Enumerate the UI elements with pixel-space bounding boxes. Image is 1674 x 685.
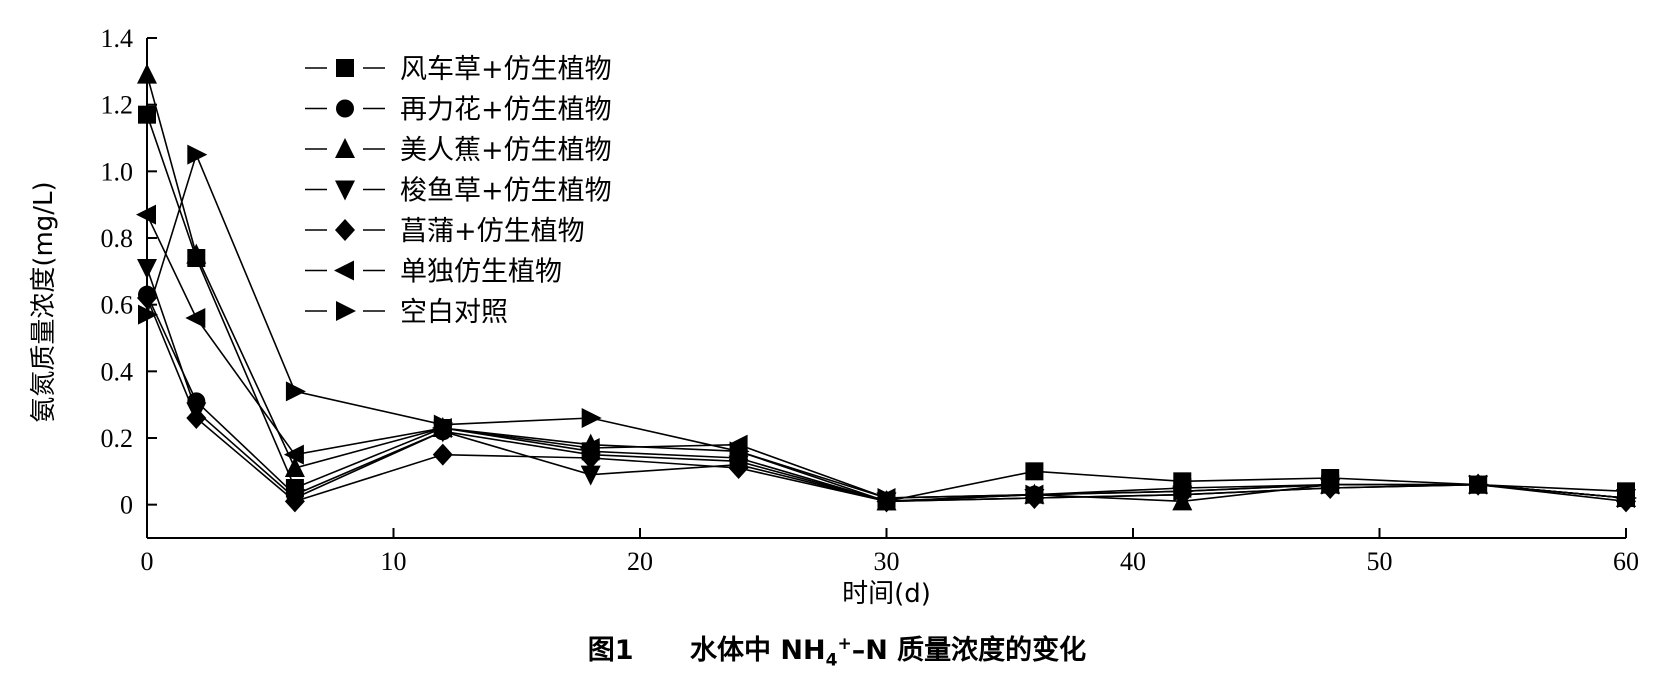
y-tick-label: 0.6	[101, 291, 134, 320]
series-2	[138, 285, 1635, 511]
data-point-triangle-right	[433, 414, 454, 435]
legend-item: 菖蒲+仿生植物	[305, 216, 585, 247]
data-point-triangle-left	[136, 204, 156, 225]
legend-item: 梭鱼草+仿生植物	[305, 176, 612, 207]
x-tick-label: 40	[1120, 547, 1146, 576]
data-point-triangle-up	[284, 457, 305, 477]
data-point-square	[138, 105, 156, 124]
data-point-triangle-up	[335, 138, 355, 158]
data-point-triangle-right	[187, 144, 208, 165]
data-point-triangle-down	[580, 465, 601, 486]
data-point-triangle-right	[1617, 488, 1637, 508]
series-line	[146, 114, 1627, 503]
data-point-triangle-right	[336, 301, 356, 321]
data-point-diamond	[432, 443, 453, 466]
data-point-triangle-down	[335, 180, 355, 201]
x-tick-label: 60	[1613, 547, 1639, 576]
data-point-triangle-left	[579, 438, 600, 458]
x-tick-label: 30	[874, 547, 900, 576]
data-point-circle	[336, 99, 354, 118]
legend-label: 再力花+仿生植物	[400, 95, 612, 126]
data-point-diamond	[284, 490, 305, 513]
y-tick-label: 0.8	[101, 224, 134, 253]
y-tick-label: 1.2	[101, 91, 134, 120]
x-axis-title: 时间(d)	[842, 579, 931, 609]
y-tick-label: 1.4	[101, 24, 134, 53]
y-tick-label: 0	[120, 491, 133, 520]
data-point-triangle-left	[334, 260, 354, 281]
legend-label: 空白对照	[400, 297, 508, 328]
legend-item: 再力花+仿生植物	[305, 95, 612, 126]
caption-superscript: +	[837, 634, 852, 654]
y-axis-title: 氨氮质量浓度(mg/L)	[29, 181, 59, 422]
figure-caption: 图1 水体中 NH4+–N 质量浓度的变化	[0, 628, 1674, 670]
x-tick-label: 20	[627, 547, 653, 576]
series-line	[146, 74, 1627, 503]
data-point-diamond	[137, 287, 157, 309]
legend-item: 风车草+仿生植物	[305, 54, 612, 85]
data-point-triangle-left	[185, 308, 206, 328]
data-point-triangle-right	[138, 304, 158, 325]
data-point-triangle-right	[1469, 474, 1490, 495]
data-point-triangle-left	[283, 444, 304, 465]
data-point-triangle-down	[137, 259, 157, 279]
series-line	[146, 297, 1627, 503]
legend-label: 菖蒲+仿生植物	[400, 216, 585, 247]
data-point-triangle-right	[729, 441, 750, 462]
caption-label: 图1	[587, 635, 634, 666]
series-line	[146, 267, 1627, 503]
data-point-diamond	[335, 219, 355, 241]
axes: 0 0.2 0.4 0.6 0.8 1.0 1.2 1.4 0 10 20 30 40 50 60	[101, 24, 1640, 576]
series-line	[146, 214, 1627, 499]
series-line	[146, 294, 1627, 503]
data-point-diamond	[186, 407, 207, 429]
chart: 0 0.2 0.4 0.6 0.8 1.0 1.2 1.4 0 10 20 30 40 50 60 风车草+…	[29, 24, 1640, 609]
data-point-triangle-up	[137, 63, 157, 84]
legend-label: 美人蕉+仿生植物	[400, 135, 612, 166]
y-tick-label: 0.4	[101, 357, 134, 386]
legend-item: 美人蕉+仿生植物	[305, 135, 612, 166]
data-point-square	[1025, 462, 1044, 481]
data-point-triangle-right	[1173, 481, 1194, 502]
data-point-square	[336, 59, 354, 77]
legend-label: 风车草+仿生植物	[400, 54, 612, 85]
data-point-diamond	[728, 457, 749, 479]
series-line	[146, 152, 1627, 499]
x-tick-label: 0	[141, 547, 154, 576]
data-point-triangle-right	[285, 381, 306, 402]
data-point-triangle-right	[581, 408, 602, 428]
series-4	[137, 259, 1636, 513]
x-tick-label: 10	[381, 547, 407, 576]
series-6	[136, 204, 1635, 508]
data-point-triangle-right	[877, 488, 898, 508]
caption-text-after: –N 质量浓度的变化	[851, 635, 1087, 666]
y-tick-label: 0.2	[101, 424, 134, 453]
legend-label: 单独仿生植物	[400, 257, 562, 288]
series-layer	[136, 63, 1637, 513]
data-point-triangle-right	[1321, 474, 1342, 495]
caption-text-before: 水体中 NH	[690, 635, 826, 666]
legend-item: 单独仿生植物	[305, 257, 562, 288]
caption-subscript: 4	[825, 650, 838, 671]
y-tick-label: 1.0	[101, 157, 134, 186]
series-7	[138, 144, 1637, 508]
series-5	[137, 287, 1636, 513]
data-point-triangle-right	[1025, 484, 1046, 505]
x-tick-label: 50	[1367, 547, 1393, 576]
legend-label: 梭鱼草+仿生植物	[400, 176, 612, 207]
legend: 风车草+仿生植物再力花+仿生植物美人蕉+仿生植物梭鱼草+仿生植物菖蒲+仿生植物单…	[305, 54, 612, 328]
legend-item: 空白对照	[305, 297, 508, 328]
data-point-triangle-up	[186, 243, 207, 264]
